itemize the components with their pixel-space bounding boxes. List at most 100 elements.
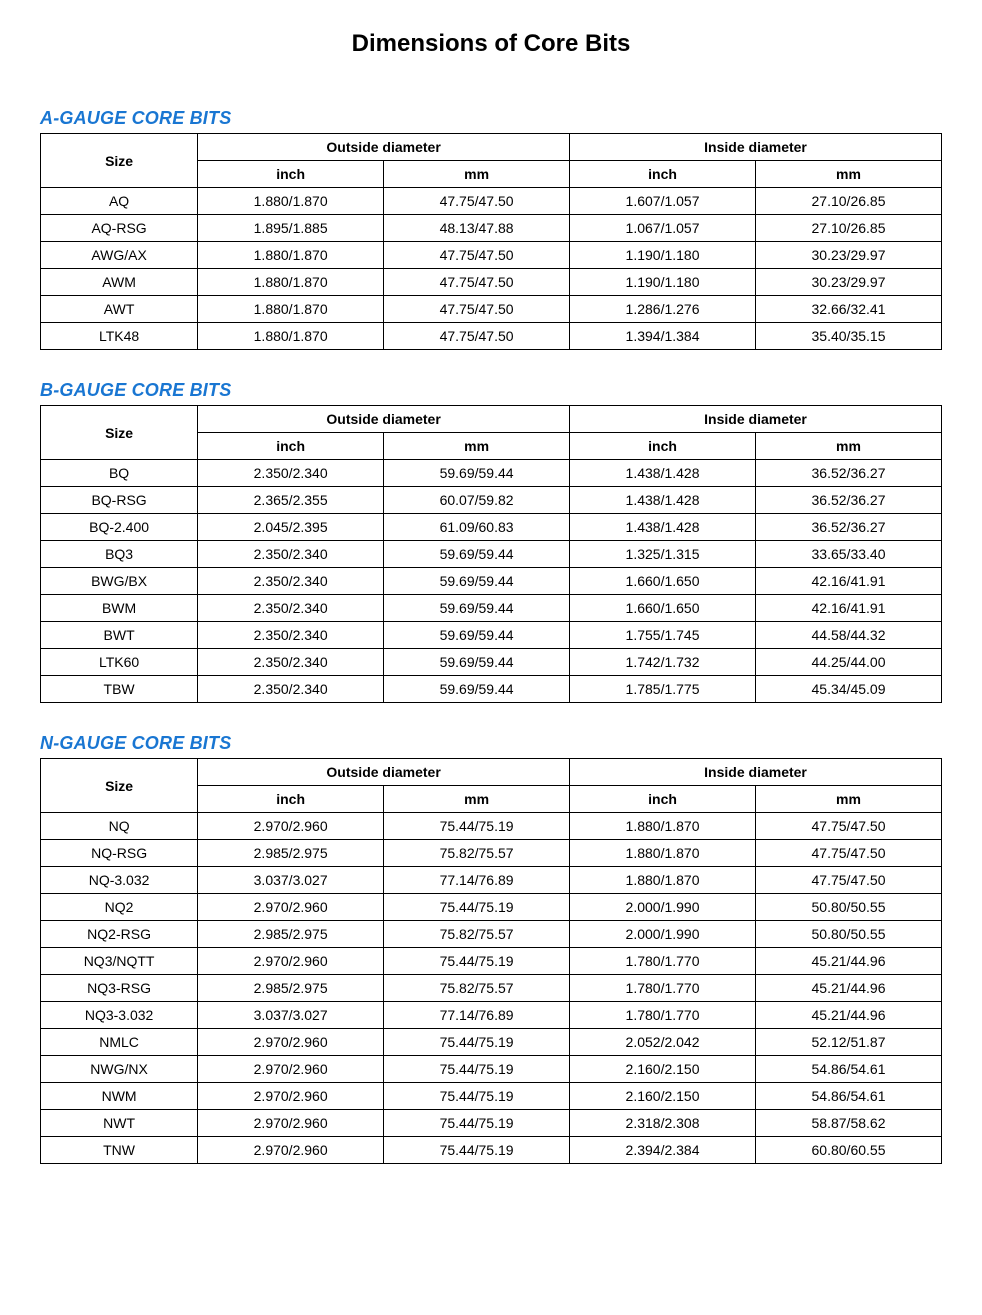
cell-id-mm: 30.23/29.97	[756, 242, 942, 269]
cell-id-inch: 1.190/1.180	[570, 242, 756, 269]
cell-id-inch: 1.755/1.745	[570, 622, 756, 649]
cell-size: BQ-2.400	[41, 514, 198, 541]
cell-od-inch: 1.895/1.885	[198, 215, 384, 242]
cell-od-inch: 2.985/2.975	[198, 840, 384, 867]
cell-od-inch: 2.970/2.960	[198, 1056, 384, 1083]
cell-od-inch: 2.350/2.340	[198, 568, 384, 595]
section-title: N-GAUGE CORE BITS	[40, 733, 942, 754]
table-row: NQ3-3.0323.037/3.02777.14/76.891.780/1.7…	[41, 1002, 942, 1029]
cell-od-inch: 1.880/1.870	[198, 188, 384, 215]
section-title: A-GAUGE CORE BITS	[40, 108, 942, 129]
cell-od-inch: 2.350/2.340	[198, 595, 384, 622]
cell-od-mm: 48.13/47.88	[384, 215, 570, 242]
cell-od-mm: 75.44/75.19	[384, 1110, 570, 1137]
cell-od-mm: 47.75/47.50	[384, 242, 570, 269]
col-header-in-mm: mm	[756, 786, 942, 813]
table-row: BQ2.350/2.34059.69/59.441.438/1.42836.52…	[41, 460, 942, 487]
cell-id-inch: 2.318/2.308	[570, 1110, 756, 1137]
cell-size: NQ3-3.032	[41, 1002, 198, 1029]
cell-od-mm: 75.44/75.19	[384, 948, 570, 975]
cell-id-mm: 35.40/35.15	[756, 323, 942, 350]
cell-size: NQ2-RSG	[41, 921, 198, 948]
table-row: NQ-RSG2.985/2.97575.82/75.571.880/1.8704…	[41, 840, 942, 867]
col-header-in-inch: inch	[570, 433, 756, 460]
cell-id-mm: 58.87/58.62	[756, 1110, 942, 1137]
col-header-size: Size	[41, 759, 198, 813]
cell-id-inch: 1.325/1.315	[570, 541, 756, 568]
cell-size: TNW	[41, 1137, 198, 1164]
cell-od-mm: 75.44/75.19	[384, 894, 570, 921]
cell-od-inch: 2.350/2.340	[198, 460, 384, 487]
cell-size: AQ	[41, 188, 198, 215]
cell-od-mm: 75.44/75.19	[384, 1056, 570, 1083]
cell-id-inch: 1.785/1.775	[570, 676, 756, 703]
cell-od-inch: 3.037/3.027	[198, 1002, 384, 1029]
table-row: TBW2.350/2.34059.69/59.441.785/1.77545.3…	[41, 676, 942, 703]
cell-size: LTK48	[41, 323, 198, 350]
cell-od-mm: 77.14/76.89	[384, 1002, 570, 1029]
cell-size: NQ-3.032	[41, 867, 198, 894]
table-header-row: SizeOutside diameterInside diameter	[41, 406, 942, 433]
cell-id-inch: 1.190/1.180	[570, 269, 756, 296]
cell-size: BWM	[41, 595, 198, 622]
cell-id-inch: 1.880/1.870	[570, 867, 756, 894]
cell-id-mm: 44.58/44.32	[756, 622, 942, 649]
cell-id-inch: 1.742/1.732	[570, 649, 756, 676]
table-row: NWT2.970/2.96075.44/75.192.318/2.30858.8…	[41, 1110, 942, 1137]
cell-id-inch: 1.780/1.770	[570, 1002, 756, 1029]
cell-od-mm: 75.82/75.57	[384, 921, 570, 948]
table-row: NMLC2.970/2.96075.44/75.192.052/2.04252.…	[41, 1029, 942, 1056]
cell-size: NQ2	[41, 894, 198, 921]
cell-id-inch: 1.438/1.428	[570, 487, 756, 514]
cell-id-inch: 2.000/1.990	[570, 894, 756, 921]
table-row: TNW2.970/2.96075.44/75.192.394/2.38460.8…	[41, 1137, 942, 1164]
cell-size: NWM	[41, 1083, 198, 1110]
col-header-size: Size	[41, 134, 198, 188]
table-row: BWT2.350/2.34059.69/59.441.755/1.74544.5…	[41, 622, 942, 649]
cell-id-inch: 2.394/2.384	[570, 1137, 756, 1164]
cell-od-inch: 2.985/2.975	[198, 921, 384, 948]
cell-od-inch: 2.970/2.960	[198, 1029, 384, 1056]
cell-id-mm: 32.66/32.41	[756, 296, 942, 323]
table-row: AWM1.880/1.87047.75/47.501.190/1.18030.2…	[41, 269, 942, 296]
cell-id-inch: 1.660/1.650	[570, 568, 756, 595]
cell-id-inch: 1.880/1.870	[570, 813, 756, 840]
col-header-size: Size	[41, 406, 198, 460]
cell-id-inch: 1.067/1.057	[570, 215, 756, 242]
cell-id-mm: 42.16/41.91	[756, 568, 942, 595]
cell-size: NMLC	[41, 1029, 198, 1056]
table-row: LTK481.880/1.87047.75/47.501.394/1.38435…	[41, 323, 942, 350]
cell-id-mm: 45.21/44.96	[756, 948, 942, 975]
cell-od-mm: 75.44/75.19	[384, 1083, 570, 1110]
cell-od-inch: 3.037/3.027	[198, 867, 384, 894]
cell-od-mm: 47.75/47.50	[384, 323, 570, 350]
cell-od-inch: 2.045/2.395	[198, 514, 384, 541]
cell-id-mm: 30.23/29.97	[756, 269, 942, 296]
table-row: AWG/AX1.880/1.87047.75/47.501.190/1.1803…	[41, 242, 942, 269]
table-row: NQ3/NQTT2.970/2.96075.44/75.191.780/1.77…	[41, 948, 942, 975]
table-row: BQ32.350/2.34059.69/59.441.325/1.31533.6…	[41, 541, 942, 568]
table-row: BQ-RSG2.365/2.35560.07/59.821.438/1.4283…	[41, 487, 942, 514]
cell-id-mm: 36.52/36.27	[756, 460, 942, 487]
cell-id-mm: 52.12/51.87	[756, 1029, 942, 1056]
cell-id-mm: 44.25/44.00	[756, 649, 942, 676]
cell-od-mm: 59.69/59.44	[384, 595, 570, 622]
col-header-outside: Outside diameter	[198, 406, 570, 433]
cell-od-inch: 2.970/2.960	[198, 1110, 384, 1137]
cell-od-mm: 75.44/75.19	[384, 1029, 570, 1056]
table-row: NQ2-RSG2.985/2.97575.82/75.572.000/1.990…	[41, 921, 942, 948]
cell-id-mm: 36.52/36.27	[756, 514, 942, 541]
cell-od-inch: 2.350/2.340	[198, 649, 384, 676]
cell-od-mm: 59.69/59.44	[384, 622, 570, 649]
cell-id-mm: 45.21/44.96	[756, 975, 942, 1002]
cell-od-mm: 75.44/75.19	[384, 813, 570, 840]
cell-id-inch: 2.160/2.150	[570, 1083, 756, 1110]
section-title: B-GAUGE CORE BITS	[40, 380, 942, 401]
cell-id-mm: 47.75/47.50	[756, 813, 942, 840]
core-bits-table: SizeOutside diameterInside diameterinchm…	[40, 758, 942, 1164]
cell-size: NQ3/NQTT	[41, 948, 198, 975]
cell-id-mm: 60.80/60.55	[756, 1137, 942, 1164]
cell-size: AQ-RSG	[41, 215, 198, 242]
cell-size: AWM	[41, 269, 198, 296]
cell-od-inch: 2.365/2.355	[198, 487, 384, 514]
